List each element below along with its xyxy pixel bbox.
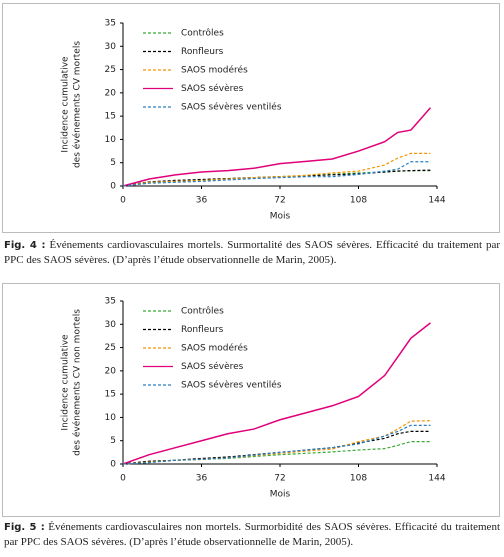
y-tick-label: 35 xyxy=(105,19,116,29)
y-tick-label: 10 xyxy=(105,135,117,145)
x-tick-label: 108 xyxy=(350,196,367,206)
y-tick-label: 20 xyxy=(105,366,117,376)
caption-label: Fig. 4 : xyxy=(4,240,46,251)
caption-text: Événements cardiovasculaires mortels. Su… xyxy=(4,239,501,266)
legend-label: SAOS modérés xyxy=(181,343,248,354)
chart: 0 5 10 15 20 25 30 35 0 36 72 108 144 Mois Incidence c… xyxy=(61,19,446,222)
y-axis-label: Incidence cumulative xyxy=(61,56,71,153)
figure-box: 0 5 10 15 20 25 30 35 0 36 72 108 144 Mois Incidence c… xyxy=(2,283,500,517)
series-line xyxy=(122,420,431,465)
x-tick-label: 36 xyxy=(196,474,208,484)
x-tick-label: 0 xyxy=(120,474,126,484)
y-tick-label: 15 xyxy=(105,112,116,122)
series-line xyxy=(122,107,432,187)
series-line xyxy=(122,161,431,187)
legend-label: Contrôles xyxy=(181,306,224,317)
x-tick-label: 72 xyxy=(274,196,285,206)
y-tick-label: 25 xyxy=(105,65,116,75)
legend-label: SAOS sévères xyxy=(181,361,244,372)
x-axis-label: Mois xyxy=(270,212,291,222)
x-tick-label: 144 xyxy=(428,474,445,484)
y-tick-label: 5 xyxy=(110,436,116,446)
y-tick-label: 30 xyxy=(105,42,117,52)
y-tick-label: 35 xyxy=(105,297,116,307)
caption: Fig. 4 : Événements cardiovasculaires mo… xyxy=(4,238,500,267)
figure-box: 0 5 10 15 20 25 30 35 0 36 72 108 144 Mois Incidence c… xyxy=(2,3,500,233)
caption-label: Fig. 5 : xyxy=(4,522,45,533)
legend-label: SAOS modérés xyxy=(181,65,248,76)
series-line xyxy=(122,424,431,465)
y-tick-label: 25 xyxy=(105,343,116,353)
y-axis-label: des événements CV non mortels xyxy=(72,309,83,456)
series-line xyxy=(122,170,431,187)
x-tick-label: 0 xyxy=(120,196,126,206)
series-line xyxy=(122,322,431,465)
y-tick-label: 0 xyxy=(110,460,116,470)
series-line xyxy=(122,152,431,187)
y-tick-label: 5 xyxy=(110,158,116,168)
x-tick-label: 36 xyxy=(196,196,208,206)
y-tick-label: 20 xyxy=(105,88,117,98)
y-axis-label: Incidence cumulative xyxy=(61,334,71,431)
chart: 0 5 10 15 20 25 30 35 0 36 72 108 144 Mois Incidence c… xyxy=(61,297,446,500)
legend-label: Contrôles xyxy=(181,28,224,39)
y-tick-label: 0 xyxy=(110,182,116,192)
legend-label: SAOS sévères ventilés xyxy=(181,102,282,113)
x-axis-label: Mois xyxy=(270,490,291,500)
legend-label: Ronfleurs xyxy=(181,47,224,57)
caption: Fig. 5 : Événements cardiovasculaires no… xyxy=(4,520,500,549)
y-tick-label: 10 xyxy=(105,413,117,423)
legend-label: SAOS sévères xyxy=(181,83,244,94)
legend-label: Ronfleurs xyxy=(181,325,224,335)
x-tick-label: 108 xyxy=(350,474,367,484)
y-tick-label: 15 xyxy=(105,390,116,400)
series-line xyxy=(122,169,431,187)
caption-text: Événements cardiovasculaires non mortels… xyxy=(4,521,500,548)
x-tick-label: 72 xyxy=(274,474,285,484)
y-axis-label: des événements CV mortels xyxy=(72,41,83,168)
y-tick-label: 30 xyxy=(105,320,117,330)
series-line xyxy=(122,430,431,465)
legend-label: SAOS sévères ventilés xyxy=(181,380,282,391)
x-tick-label: 144 xyxy=(428,196,445,206)
